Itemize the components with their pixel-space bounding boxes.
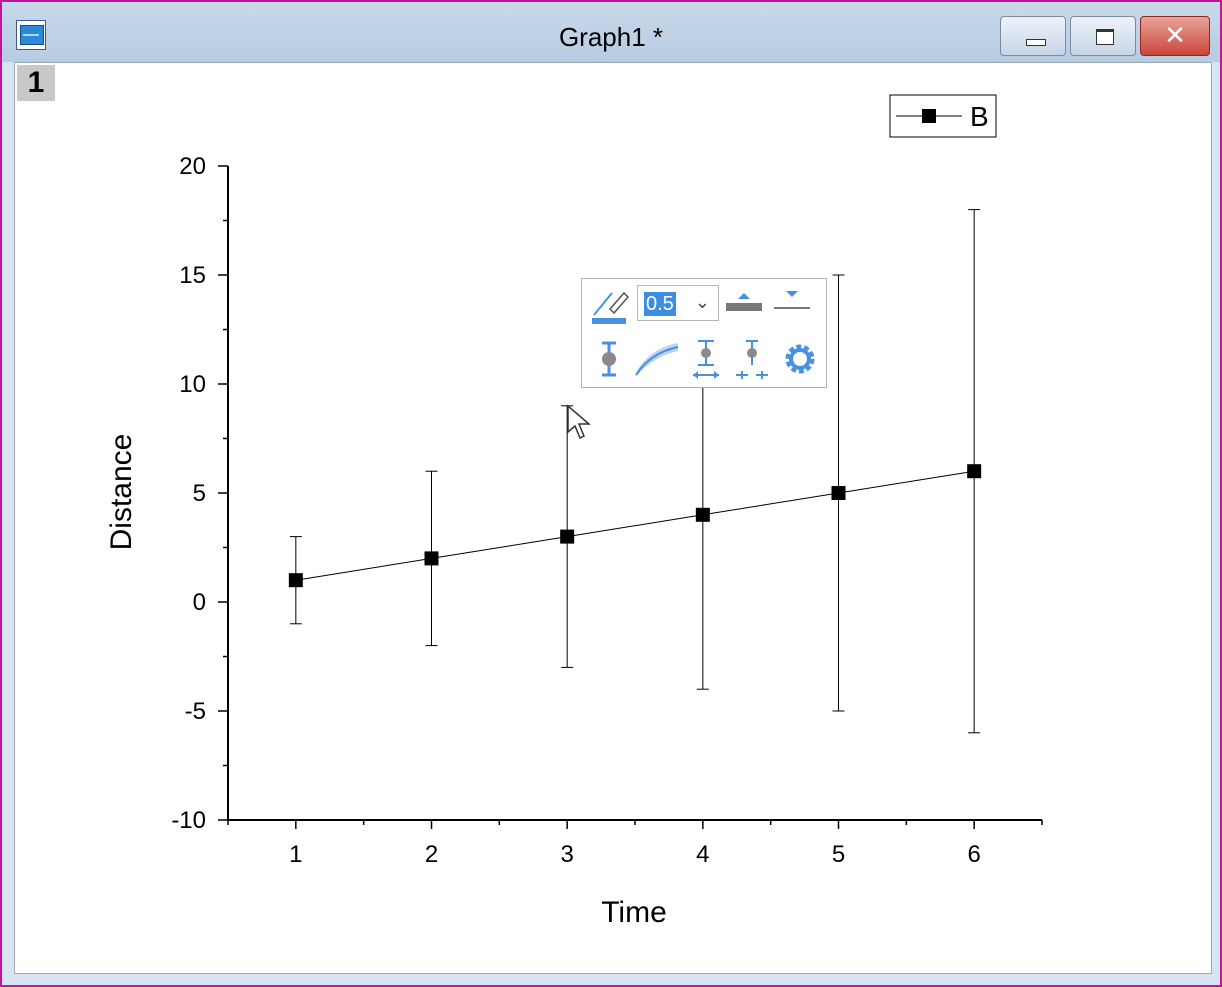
- minimize-button[interactable]: [1000, 16, 1066, 56]
- graph-page[interactable]: 1: [14, 62, 1212, 974]
- error-bar-icon[interactable]: [592, 337, 630, 379]
- y-tick-label: 20: [179, 153, 206, 180]
- y-tick-label: 10: [179, 371, 206, 398]
- restore-icon: [1096, 29, 1114, 45]
- x-tick-label: 3: [560, 841, 573, 868]
- line-width-dropdown[interactable]: 0.5 ⌄: [637, 285, 719, 321]
- confidence-band-icon[interactable]: [634, 339, 680, 379]
- mini-toolbar: 0.5 ⌄: [581, 278, 827, 388]
- legend-label[interactable]: B: [970, 101, 989, 132]
- gear-icon[interactable]: [782, 341, 818, 377]
- close-button[interactable]: ✕: [1140, 16, 1210, 56]
- plus-minus-error-bar-icon[interactable]: [734, 337, 770, 381]
- y-tick-label: -5: [185, 698, 206, 725]
- decrease-line-width-icon[interactable]: [772, 287, 812, 321]
- axes: 1 2 3 4 5 6 -10 -5 0 5 10 15 20: [171, 153, 1043, 868]
- data-point-marker[interactable]: [695, 507, 710, 522]
- data-point-marker[interactable]: [424, 551, 439, 566]
- x-tick-label: 6: [967, 841, 980, 868]
- maximize-button[interactable]: [1070, 16, 1136, 56]
- x-tick-label: 5: [832, 841, 845, 868]
- x-tick-label: 4: [696, 841, 709, 868]
- y-tick-label: -10: [171, 807, 206, 834]
- legend-marker: [922, 109, 936, 123]
- x-tick-label: 1: [289, 841, 302, 868]
- graph-window-icon[interactable]: [16, 20, 46, 50]
- y-tick-label: 0: [193, 589, 206, 616]
- data-point-marker[interactable]: [831, 486, 846, 500]
- line-width-value[interactable]: 0.5: [644, 292, 676, 316]
- minimize-icon: [1026, 39, 1046, 46]
- x-tick-label: 2: [425, 841, 438, 868]
- title-bar[interactable]: Graph1 * ✕: [2, 2, 1220, 62]
- increase-line-width-icon[interactable]: [724, 287, 764, 321]
- data-point-marker[interactable]: [967, 464, 982, 479]
- mouse-cursor-icon: [567, 404, 592, 440]
- line-color-pencil-icon[interactable]: [590, 285, 630, 325]
- layer-indicator[interactable]: 1: [17, 65, 55, 101]
- y-axis-label[interactable]: Distance: [105, 434, 138, 551]
- close-icon: ✕: [1164, 21, 1186, 51]
- data-point-marker[interactable]: [288, 573, 303, 588]
- legend[interactable]: B: [889, 94, 997, 138]
- series-line-b[interactable]: [295, 470, 975, 581]
- y-tick-label: 5: [193, 480, 206, 507]
- y-tick-label: 15: [179, 262, 206, 289]
- data-series[interactable]: [288, 464, 982, 588]
- chevron-down-icon[interactable]: ⌄: [694, 292, 710, 313]
- data-point-marker[interactable]: [560, 529, 575, 544]
- window-title: Graph1 *: [558, 22, 664, 52]
- x-axis-label[interactable]: Time: [601, 896, 667, 929]
- x-error-bar-icon[interactable]: [690, 337, 722, 381]
